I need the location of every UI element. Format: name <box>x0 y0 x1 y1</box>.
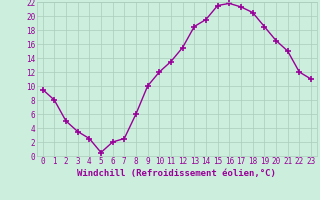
X-axis label: Windchill (Refroidissement éolien,°C): Windchill (Refroidissement éolien,°C) <box>77 169 276 178</box>
